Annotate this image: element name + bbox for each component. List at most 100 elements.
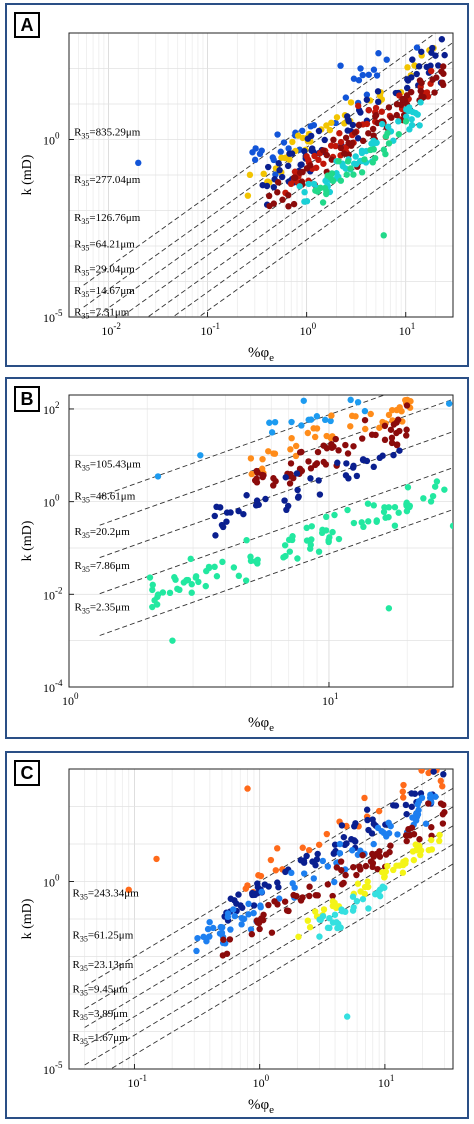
data-point-s4-21 (247, 557, 255, 565)
data-point-s3-65 (416, 836, 423, 843)
data-point-s4-37 (361, 890, 368, 898)
data-point-s2-34 (227, 926, 234, 933)
data-point-s3-28 (283, 506, 290, 514)
data-point-s1-11 (367, 410, 374, 418)
data-point-s0-1 (321, 416, 329, 424)
data-point-s3-29 (262, 495, 269, 503)
data-point-s2-37 (204, 925, 212, 933)
data-point-s3-64 (410, 830, 418, 838)
data-point-s2-21 (336, 840, 344, 848)
r35-label-5: R35=1.67μm (73, 1032, 129, 1046)
data-point-s4-42 (399, 869, 407, 876)
data-point-s3-51 (363, 120, 371, 128)
data-point-s4-10 (428, 836, 435, 844)
data-point-s1-63 (331, 841, 339, 848)
data-point-s1-34 (352, 413, 359, 420)
y-axis-label: k (mD) (20, 154, 35, 195)
data-point-s1-10 (292, 452, 300, 460)
data-point-s2-70 (378, 827, 385, 835)
data-point-s3-1 (425, 800, 432, 807)
data-point-s5-22 (349, 893, 357, 900)
data-point-s4-80 (192, 573, 200, 580)
data-point-s2-28 (403, 426, 410, 433)
data-point-s0-4 (418, 769, 425, 774)
data-point-s3-51 (226, 936, 234, 943)
data-point-s3-67 (374, 865, 381, 873)
data-point-s4-41 (286, 548, 294, 555)
data-point-s4-62 (325, 538, 332, 546)
data-point-s5-26 (329, 919, 337, 926)
data-point-s4-3 (149, 581, 156, 589)
r35-label-3: R35=7.86μm (75, 560, 131, 574)
x-tick-label-0: 10-2 (101, 321, 121, 338)
data-point-s1-18 (347, 99, 355, 106)
data-point-s4-70 (235, 572, 243, 580)
data-point-s2-30 (257, 902, 264, 909)
data-point-s0-17 (300, 397, 307, 404)
data-point-s0-6 (357, 386, 363, 392)
data-point-s4-97 (449, 522, 453, 530)
data-point-s6-28 (382, 133, 390, 140)
data-point-s0-2 (375, 807, 383, 815)
data-point-s4-90 (205, 564, 213, 572)
data-point-s0-17 (350, 75, 358, 82)
data-point-s1-37 (304, 429, 312, 437)
r35-label-6: R35=7.31μm (74, 307, 130, 321)
x-axis-label: %φe (248, 715, 274, 734)
data-point-s0-16 (154, 473, 162, 480)
data-point-s4-31 (364, 878, 371, 885)
data-point-s2-55 (209, 924, 217, 932)
data-point-s1-22 (244, 192, 252, 199)
data-point-s6-27 (402, 118, 410, 125)
data-point-s4-63 (365, 518, 372, 525)
data-point-s4-38 (351, 129, 359, 136)
data-point-s4-94 (188, 589, 195, 596)
r35-label-5: R35=14.67μm (74, 285, 135, 299)
data-point-s3-34 (336, 130, 343, 137)
data-point-s3-53 (220, 936, 227, 943)
data-point-s3-36 (282, 474, 289, 481)
data-point-s3-33 (304, 156, 312, 163)
data-point-s5-24 (414, 111, 421, 118)
data-point-s0-4 (268, 429, 276, 436)
data-point-s3-9 (211, 512, 218, 520)
data-point-s3-17 (306, 883, 313, 890)
data-point-s2-62 (408, 74, 415, 81)
data-point-s2-54 (288, 150, 296, 157)
data-point-s4-13 (213, 573, 221, 580)
chart-b-svg: R35=105.43μm R35=48.61μm R35=20.2μm R35=7.8… (20, 386, 454, 734)
data-point-s4-39 (395, 509, 402, 516)
data-point-s5-18 (359, 895, 367, 903)
data-point-s3-45 (376, 853, 384, 860)
data-point-s5-10 (353, 898, 361, 905)
data-point-s6-0 (337, 177, 345, 184)
data-point-s3-52 (329, 892, 336, 900)
data-point-s1-1 (328, 412, 335, 419)
data-point-s1-50 (440, 771, 447, 778)
data-point-s5-24 (316, 916, 323, 923)
data-point-s4-63 (320, 147, 327, 154)
data-point-s6-23 (369, 159, 377, 166)
data-point-s0-12 (347, 396, 354, 404)
data-point-s0-15 (271, 418, 279, 426)
data-point-s2-39 (361, 416, 369, 424)
data-point-s2-39 (238, 914, 245, 922)
data-point-s2-3 (388, 439, 396, 447)
data-point-s2-30 (404, 84, 411, 92)
data-point-s4-1 (303, 165, 311, 172)
data-point-s2-18 (321, 136, 328, 144)
data-point-s5-53 (301, 198, 308, 205)
data-point-s3-29 (362, 862, 370, 870)
data-point-s0-6 (359, 71, 366, 79)
panel-b: B R35=105.43μm R35=48.61μm R35=20.2μm R35=7… (5, 377, 469, 739)
data-point-s6-21 (321, 184, 329, 192)
data-point-s3-53 (291, 168, 299, 175)
data-point-s4-36 (329, 528, 336, 536)
data-point-s0-32 (135, 159, 142, 167)
data-point-s4-28 (393, 862, 400, 869)
data-point-s2-43 (259, 181, 266, 189)
data-point-s1-26 (258, 465, 266, 472)
data-point-s3-20 (343, 460, 350, 467)
data-point-s1-8 (347, 423, 354, 430)
data-point-s5-5 (416, 122, 423, 129)
